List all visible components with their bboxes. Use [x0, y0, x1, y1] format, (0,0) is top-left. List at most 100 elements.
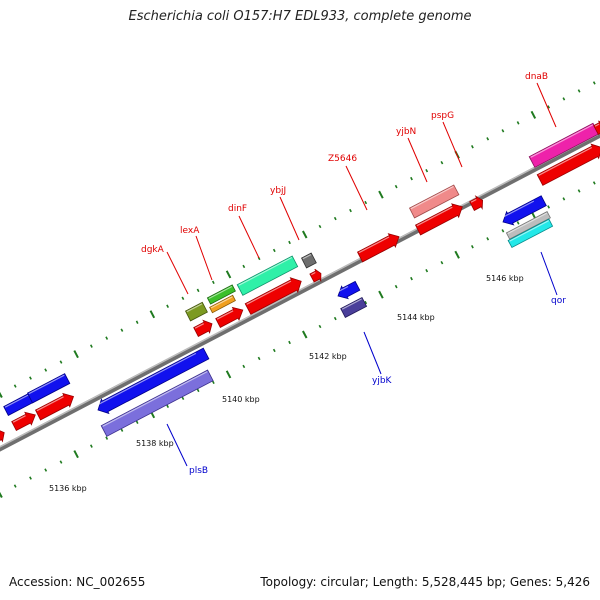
feature-plsB[interactable]	[100, 369, 214, 437]
feature-red-long-1[interactable]	[244, 277, 302, 315]
scale-tick	[454, 250, 460, 259]
scale-tick	[333, 216, 337, 221]
feature-highlight	[96, 352, 197, 406]
feature-dgkA[interactable]	[184, 301, 208, 322]
gene-label-lexA[interactable]: lexA	[180, 226, 200, 236]
feature-highlight	[246, 280, 292, 305]
feature-blue-small[interactable]	[337, 280, 361, 300]
scale-tick	[302, 230, 308, 239]
scale-tick	[272, 348, 276, 353]
scale-tick	[196, 388, 200, 393]
feature-ybjJ[interactable]	[300, 252, 317, 269]
scale-tick	[302, 330, 308, 339]
scale-tick	[364, 300, 368, 305]
feature-highlight	[4, 394, 29, 408]
feature-red-left-0[interactable]	[0, 429, 5, 444]
scale-tick	[272, 248, 276, 253]
scale-tick	[516, 121, 520, 125]
feature-highlight	[186, 303, 203, 313]
scale-tick	[470, 145, 474, 149]
scale-tick	[394, 284, 398, 289]
scale-tick	[166, 404, 170, 408]
gene-label-dinF[interactable]: dinF	[228, 204, 247, 214]
feature-highlight	[509, 220, 549, 242]
feature-dinF[interactable]	[236, 255, 299, 296]
scale-tick	[425, 169, 429, 173]
feature-highlight	[102, 371, 208, 427]
tick-label-5136: 5136 kbp	[49, 484, 87, 493]
feature-qor-blue[interactable]	[502, 195, 547, 226]
scale-tick	[89, 344, 93, 348]
feature-red-left-2[interactable]	[34, 392, 75, 421]
leader-plsB	[166, 423, 188, 467]
scale-tick	[13, 484, 17, 488]
feature-highlight	[302, 254, 312, 260]
gene-label-yjbN[interactable]: yjbN	[396, 127, 416, 137]
scale-tick	[378, 290, 384, 299]
tick-label-5140: 5140 kbp	[222, 395, 260, 404]
scale-tick	[44, 468, 48, 472]
scale-tick	[410, 176, 413, 181]
scale-tick	[181, 396, 185, 400]
scale-tick	[425, 269, 429, 273]
scale-tick	[516, 221, 520, 225]
feature-blue-left-0[interactable]	[3, 393, 34, 416]
gene-label-dgkA[interactable]: dgkA	[141, 245, 165, 255]
scale-tick	[105, 336, 109, 340]
gene-label-yjbK[interactable]: yjbK	[372, 376, 393, 386]
feature-red-mid-1[interactable]	[215, 306, 244, 328]
scale-tick	[530, 110, 537, 119]
feature-highlight	[238, 256, 293, 286]
scale-tick	[105, 436, 109, 440]
leader-yjbN	[407, 137, 428, 183]
feature-qor-grey[interactable]	[505, 211, 551, 240]
feature-Z5646[interactable]	[356, 233, 400, 263]
genome-summary-text: Topology: circular; Length: 5,528,445 bp…	[260, 575, 590, 589]
feature-red-left-1[interactable]	[11, 411, 36, 431]
feature-red-long-2[interactable]	[414, 203, 463, 236]
feature-red-tiny[interactable]	[309, 268, 322, 283]
scale-tick	[577, 89, 581, 93]
scale-tick	[135, 320, 139, 324]
feature-yjbN[interactable]	[408, 184, 460, 219]
gene-label-qor[interactable]: qor	[551, 296, 566, 306]
feature-highlight	[216, 310, 234, 320]
scale-tick	[562, 197, 566, 201]
scale-tick	[44, 368, 48, 372]
feature-highlight	[594, 123, 600, 127]
scale-tick	[196, 288, 200, 293]
gene-label-Z5646[interactable]: Z5646	[328, 154, 357, 164]
tick-label-5142: 5142 kbp	[309, 352, 347, 361]
scale-tick	[166, 304, 170, 308]
feature-highlight	[470, 198, 477, 203]
feature-pspG[interactable]	[469, 195, 484, 211]
scale-tick	[394, 184, 398, 189]
feature-blue-left-1[interactable]	[26, 373, 71, 404]
gene-label-pspG[interactable]: pspG	[431, 111, 454, 121]
feature-highlight	[530, 124, 593, 158]
scale-tick	[59, 360, 63, 364]
scale-tick	[0, 491, 3, 498]
gene-label-plsB[interactable]: plsB	[189, 466, 208, 476]
feature-highlight	[336, 285, 349, 293]
feature-blue-long[interactable]	[97, 347, 210, 415]
scale-tick	[562, 97, 566, 101]
feature-red-small-1[interactable]	[193, 319, 213, 337]
feature-lexA-green[interactable]	[206, 284, 236, 305]
leader-dinF	[238, 215, 260, 259]
scale-tick	[592, 181, 596, 185]
feature-highlight	[538, 146, 593, 176]
gene-label-ybjJ[interactable]: ybjJ	[270, 186, 286, 196]
feature-qor[interactable]	[507, 218, 554, 249]
gene-label-dnaB[interactable]: dnaB	[525, 72, 548, 82]
feature-track	[0, 120, 600, 444]
feature-lexA-orange[interactable]	[209, 294, 236, 314]
feature-red-right[interactable]	[536, 143, 600, 186]
scale-tick	[149, 310, 156, 319]
feature-yjbK[interactable]	[340, 296, 368, 318]
leader-yjbK	[363, 331, 382, 375]
scale-tick	[225, 370, 232, 379]
feature-highlight	[311, 271, 316, 276]
leader-dnaB	[536, 82, 557, 128]
